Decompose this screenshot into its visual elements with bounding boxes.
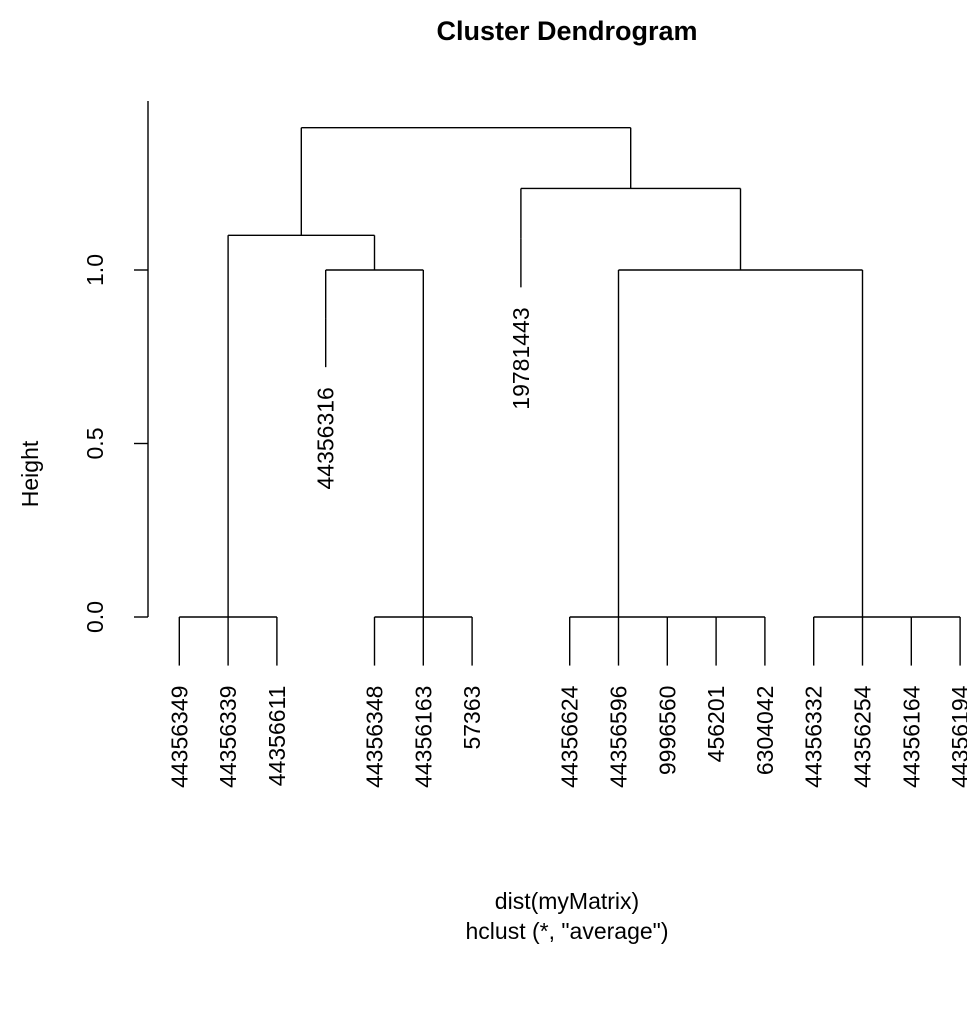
leaf-label: 44356349 bbox=[166, 686, 192, 788]
y-tick-label: 0.5 bbox=[82, 428, 108, 460]
leaf-label: 44356164 bbox=[898, 685, 924, 788]
leaf-label: 6304042 bbox=[752, 686, 778, 776]
leaf-label: 44356611 bbox=[264, 686, 290, 787]
leaf-label: 57363 bbox=[459, 686, 485, 750]
leaf-label: 456201 bbox=[703, 686, 729, 763]
hclust-method-label: hclust (*, "average") bbox=[466, 918, 669, 944]
leaf-label: 44356163 bbox=[410, 686, 436, 788]
x-axis-label: dist(myMatrix) bbox=[495, 888, 639, 914]
y-axis: 0.0 0.5 1.0 bbox=[82, 101, 149, 633]
leaf-label: 44356254 bbox=[850, 685, 876, 788]
leaf-labels: 44356349 44356339 44356611 44356348 44356163… bbox=[166, 307, 967, 788]
y-tick-label: 1.0 bbox=[82, 254, 108, 286]
y-axis-label: Height bbox=[17, 440, 43, 507]
leaf-label: 44356339 bbox=[215, 686, 241, 788]
chart-title: Cluster Dendrogram bbox=[436, 16, 697, 46]
leaf-label: 44356624 bbox=[557, 685, 583, 788]
dendrogram-branches bbox=[178, 127, 961, 666]
y-tick-label: 0.0 bbox=[82, 601, 108, 633]
leaf-label: 19781443 bbox=[508, 307, 534, 409]
leaf-label: 44356194 bbox=[947, 685, 967, 788]
y-ticks: 0.0 0.5 1.0 bbox=[82, 254, 148, 633]
leaf-label: 9996560 bbox=[654, 686, 680, 776]
leaf-label: 44356596 bbox=[606, 686, 632, 788]
leaf-label: 44356348 bbox=[362, 686, 388, 788]
leaf-label: 44356332 bbox=[801, 686, 827, 788]
leaf-label: 44356316 bbox=[313, 387, 339, 489]
